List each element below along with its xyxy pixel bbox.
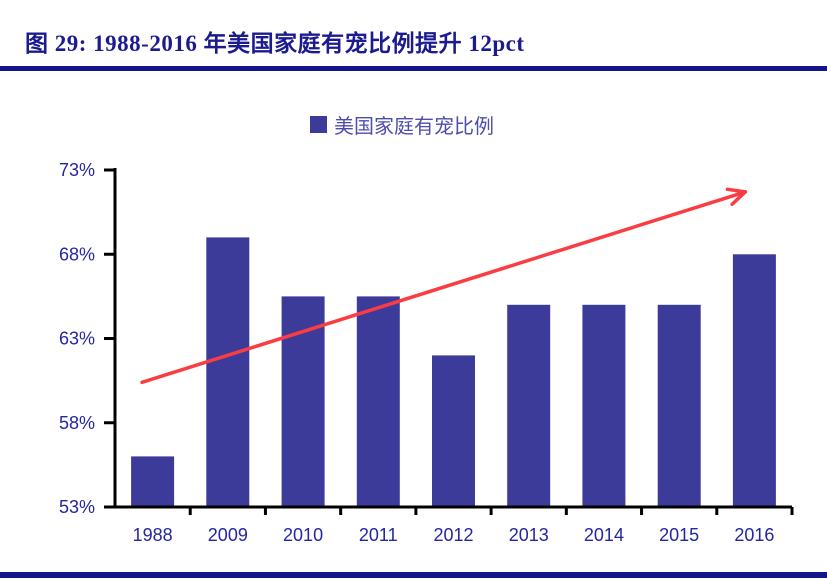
- legend-label: 美国家庭有宠比例: [334, 116, 494, 138]
- bar-2013: [507, 304, 551, 507]
- legend: 美国家庭有宠比例: [310, 110, 494, 139]
- y-axis-label-73: 73%: [59, 160, 95, 180]
- figure-title: 图 29: 1988-2016 年美国家庭有宠比例提升 12pct: [25, 31, 525, 56]
- y-axis-label-68: 68%: [59, 244, 95, 264]
- x-axis-label-2016: 2016: [734, 525, 774, 545]
- bar-2016: [732, 254, 776, 508]
- x-axis-label-1988: 1988: [133, 525, 173, 545]
- x-axis-label-2013: 2013: [509, 525, 549, 545]
- bar-2015: [657, 304, 701, 507]
- x-axis-label-2012: 2012: [433, 525, 473, 545]
- bar-2014: [582, 304, 626, 507]
- y-axis-label-58: 58%: [59, 413, 95, 433]
- x-axis-label-2014: 2014: [584, 525, 624, 545]
- x-axis-label-2011: 2011: [359, 525, 398, 545]
- bar-2012: [432, 355, 475, 507]
- legend-swatch-icon: [310, 116, 327, 133]
- title-divider: [0, 66, 827, 71]
- trend-arrow-head-lower: [730, 190, 748, 207]
- trend-arrow-head-upper: [725, 187, 748, 194]
- x-axis-label-2015: 2015: [659, 525, 699, 545]
- trend-arrow-shaft: [140, 190, 748, 385]
- footer-divider: [0, 572, 827, 578]
- y-axis-label-63: 63%: [59, 329, 95, 349]
- bar-2011: [356, 296, 400, 507]
- x-axis-label-2009: 2009: [208, 525, 248, 545]
- bar-2009: [206, 237, 250, 507]
- trend-arrow: [140, 187, 748, 385]
- x-axis-label-2010: 2010: [283, 525, 323, 545]
- y-axis-label-53: 53%: [59, 497, 95, 517]
- bar-1988: [131, 456, 175, 507]
